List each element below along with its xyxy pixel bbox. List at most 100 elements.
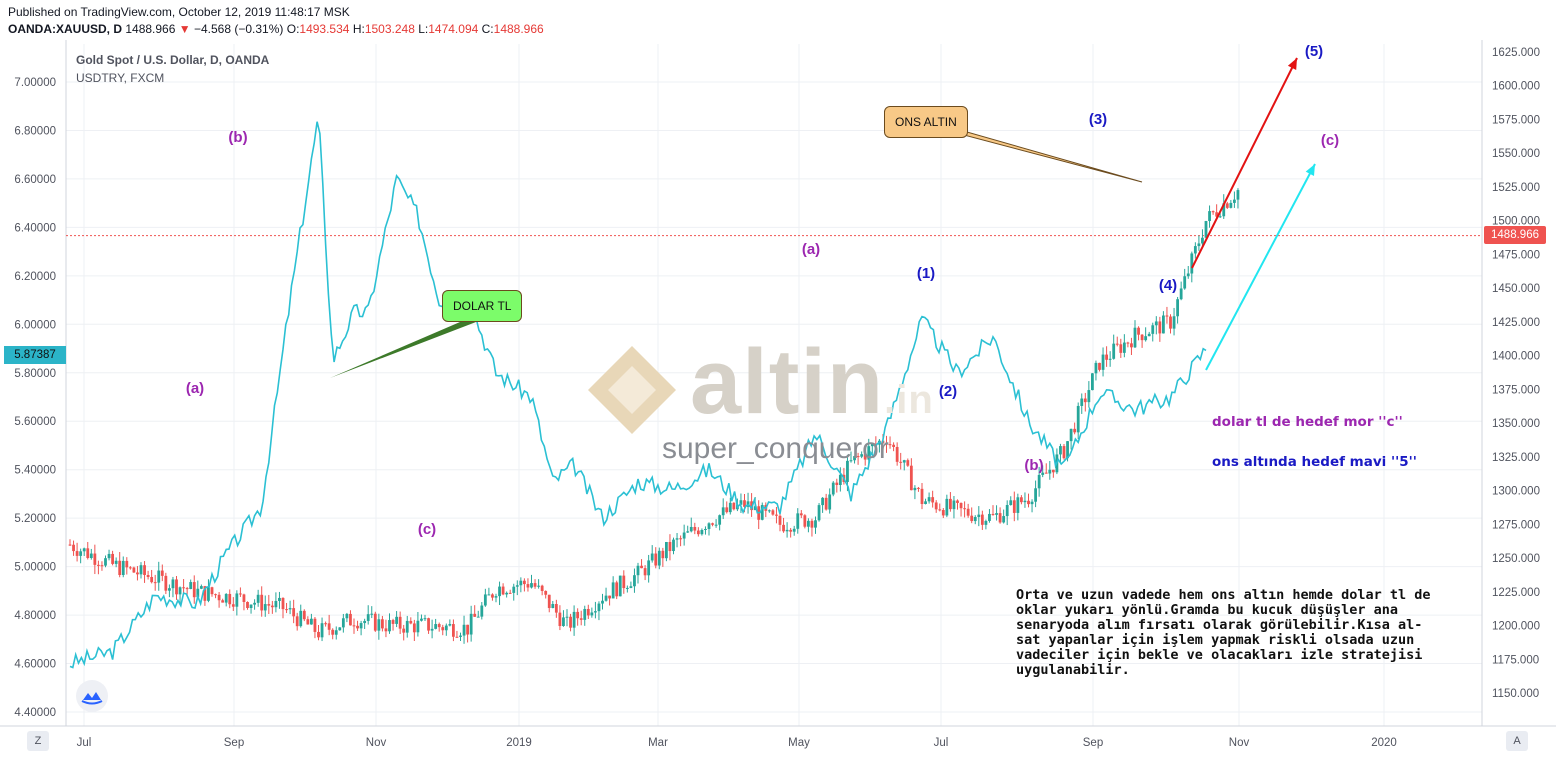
gold-candle	[895, 446, 899, 462]
open-key: O:	[286, 22, 300, 36]
symbol-line: OANDA:XAUUSD, D 1488.966 ▼ −4.568 (−0.31…	[8, 22, 544, 36]
gold-candle	[345, 613, 349, 619]
gold-candle	[1059, 446, 1062, 455]
gold-candle	[629, 586, 633, 588]
gold-candle	[753, 506, 757, 511]
gold-candle	[356, 625, 359, 629]
gold-candle	[175, 579, 178, 595]
gold-candle	[604, 595, 608, 601]
gold-price-tag: 1488.966	[1484, 226, 1546, 244]
y-left-tick-label: 6.40000	[14, 222, 56, 234]
gold-candle	[299, 610, 303, 627]
gold-candle	[1027, 500, 1030, 505]
gold-candle	[476, 616, 480, 618]
gold-candle	[1112, 343, 1116, 359]
gold-candle	[544, 590, 548, 595]
gold-candle	[1119, 344, 1123, 353]
gold-candle	[665, 541, 668, 559]
gold-candle	[1126, 342, 1130, 344]
gold-candle	[331, 629, 335, 635]
gold-candle	[995, 513, 998, 515]
gold-candle	[1105, 354, 1108, 360]
watermark-text: altin.in	[690, 331, 934, 433]
legend-subtitle[interactable]: USDTRY, FXCM	[76, 71, 165, 85]
gold-candle	[430, 628, 434, 631]
low-key: L:	[418, 22, 429, 36]
gold-candle	[1041, 472, 1045, 475]
gold-candle	[249, 604, 253, 608]
gold-candle	[192, 582, 196, 598]
gold-candle	[366, 614, 370, 621]
callout-dolar-tl[interactable]: DOLAR TL	[442, 290, 523, 322]
chart-canvas[interactable]: Jul Sep Nov 2019 Mar May Jul Sep Nov 2020 7.00000 6…	[0, 40, 1556, 761]
gold-candle	[657, 550, 661, 566]
gold-candle	[178, 587, 182, 595]
gold-candle	[1115, 343, 1119, 345]
gold-candle	[1083, 398, 1087, 403]
gold-candle	[86, 548, 90, 558]
gold-candle	[224, 593, 228, 603]
gold-candle	[860, 454, 864, 457]
gold-candle	[288, 608, 292, 610]
gold-candle	[611, 582, 615, 599]
legend-title[interactable]: Gold Spot / U.S. Dollar, D, OANDA	[76, 53, 270, 67]
gold-candle	[171, 579, 175, 589]
gold-candle	[256, 594, 260, 603]
y-left-tick-label: 4.60000	[14, 659, 56, 671]
gold-candle	[79, 551, 83, 556]
gold-candle	[132, 567, 136, 573]
x-tick-label: 2019	[506, 737, 532, 749]
gold-candle	[1009, 500, 1013, 506]
gold-candle	[700, 529, 704, 535]
gold-candle	[1179, 288, 1183, 300]
gold-candle	[153, 582, 157, 584]
close-key: C:	[481, 22, 494, 36]
gold-candle	[185, 588, 189, 590]
zoom-button[interactable]: Z	[27, 731, 49, 751]
gold-candle	[1140, 334, 1144, 341]
gold-candle	[1037, 474, 1041, 489]
callout-ons-altin[interactable]: ONS ALTIN	[884, 106, 968, 138]
y-right-tick-label: 1400.000	[1492, 351, 1540, 363]
y-right-tick-label: 1575.000	[1492, 114, 1540, 126]
gold-candle	[310, 618, 313, 625]
gold-candle	[459, 635, 462, 637]
gold-candle	[228, 593, 232, 605]
gold-candle	[579, 618, 583, 620]
y-left-tick-label: 6.00000	[14, 319, 56, 331]
gold-candle	[72, 544, 75, 552]
gold-candle	[647, 560, 651, 576]
gold-candle	[913, 487, 917, 491]
gold-candle	[292, 608, 296, 617]
gold-candle	[622, 575, 626, 589]
gold-candle	[643, 568, 647, 576]
gold-candle	[654, 553, 658, 566]
tradingview-logo-icon[interactable]	[76, 680, 108, 712]
gold-candle	[1023, 500, 1027, 503]
gold-candle	[370, 613, 374, 615]
gold-candle	[302, 610, 306, 620]
gold-candle	[1012, 500, 1016, 513]
gold-candle	[1222, 203, 1226, 217]
y-left-tick-label: 5.40000	[14, 465, 56, 477]
gold-candle	[384, 628, 388, 632]
watermark-diamond-inner	[608, 366, 656, 414]
gold-candle	[980, 514, 984, 525]
gold-candle	[136, 572, 139, 575]
gold-candle	[821, 497, 824, 506]
y-left-tick-label: 6.20000	[14, 271, 56, 283]
gold-candle	[128, 567, 132, 569]
gold-candle	[199, 586, 203, 589]
usdtry-price-tag: 5.87387	[4, 346, 66, 364]
y-right-tick-label: 1150.000	[1492, 688, 1539, 700]
gold-candle	[711, 523, 714, 525]
gold-candle	[721, 507, 725, 516]
auto-scale-button[interactable]: A	[1506, 731, 1528, 751]
gold-candle	[696, 530, 700, 535]
gold-candle	[143, 565, 146, 576]
gold-candle	[1172, 316, 1176, 329]
gold-candle	[941, 510, 945, 516]
x-tick-label: Sep	[1083, 737, 1103, 749]
gold-candle	[501, 586, 505, 595]
last-price: 1488.966	[125, 22, 176, 36]
